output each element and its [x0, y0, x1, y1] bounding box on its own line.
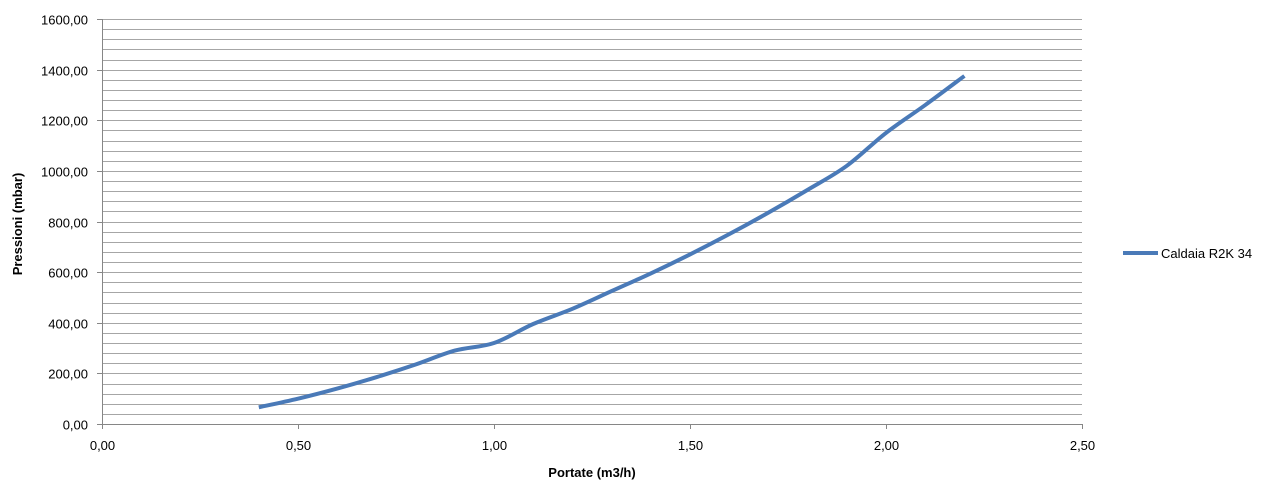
- grid-layer: [102, 19, 1082, 415]
- legend-label-caldaia-r2k-34: Caldaia R2K 34: [1161, 246, 1252, 261]
- y-tick-label: 600,00: [48, 266, 88, 281]
- x-axis-title: Portate (m3/h): [548, 465, 635, 480]
- series-line-caldaia-r2k-34: [258, 74, 966, 410]
- y-tick-label: 1600,00: [41, 13, 88, 28]
- x-tick-label: 1,50: [678, 438, 703, 453]
- y-tick-label: 0,00: [63, 418, 88, 433]
- x-tick-label: 2,50: [1070, 438, 1095, 453]
- y-tick-label: 800,00: [48, 216, 88, 231]
- y-tick-label: 1000,00: [41, 165, 88, 180]
- y-axis-title: Pressioni (mbar): [10, 173, 25, 276]
- y-tick-label: 1200,00: [41, 114, 88, 129]
- y-tick-label: 1400,00: [41, 64, 88, 79]
- series-layer: [258, 74, 966, 410]
- y-tick-label: 200,00: [48, 367, 88, 382]
- axis-layer: [97, 19, 1083, 429]
- x-tick-label: 0,00: [90, 438, 115, 453]
- x-tick-label: 1,00: [482, 438, 507, 453]
- y-tick-label: 400,00: [48, 317, 88, 332]
- x-tick-label: 2,00: [874, 438, 899, 453]
- tick-labels: 0,00 200,00 400,00 600,00 800,00 1000,00 1200,…: [41, 13, 1095, 454]
- legend: Caldaia R2K 34: [1123, 246, 1252, 261]
- x-tick-label: 0,50: [286, 438, 311, 453]
